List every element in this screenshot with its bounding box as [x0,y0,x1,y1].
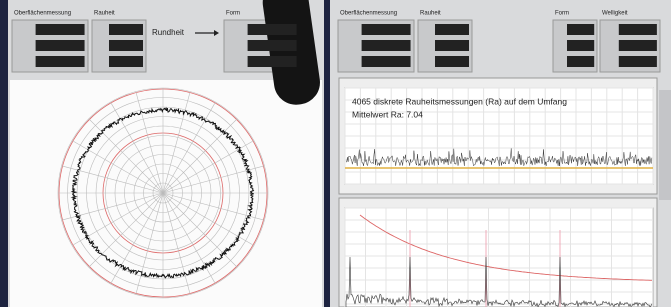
field [435,40,469,51]
group-title: Rauheit [94,11,115,17]
mode-label: Rundheit [152,28,185,37]
field [435,56,469,67]
polar-plot [58,88,268,298]
field [248,40,297,51]
field [362,56,411,67]
screenshot: Oberflächenmessung Rauheit Rundheit Form… [0,0,671,307]
field [109,40,143,51]
field [248,24,297,35]
group-title: Welligkeit [602,11,628,17]
field [109,24,143,35]
field [567,40,594,51]
group-title: Rauheit [420,11,441,17]
group-title: Form [555,11,569,17]
annotation: Mittelwert Ra: 7.04 [352,109,423,119]
annotation: 4065 diskrete Rauheitsmessungen (Ra) auf… [352,96,567,106]
field [619,40,657,51]
field [435,24,469,35]
field [567,24,594,35]
field [362,24,411,35]
group-title: Form [226,11,240,17]
field [567,56,594,67]
field [36,56,85,67]
group-title: Oberflächenmessung [14,11,71,17]
group-title: Oberflächenmessung [340,11,397,17]
field [362,40,411,51]
field [619,56,657,67]
field [248,56,297,67]
field [36,24,85,35]
field [109,56,143,67]
field [36,40,85,51]
side-buttons [659,90,671,200]
field [619,24,657,35]
